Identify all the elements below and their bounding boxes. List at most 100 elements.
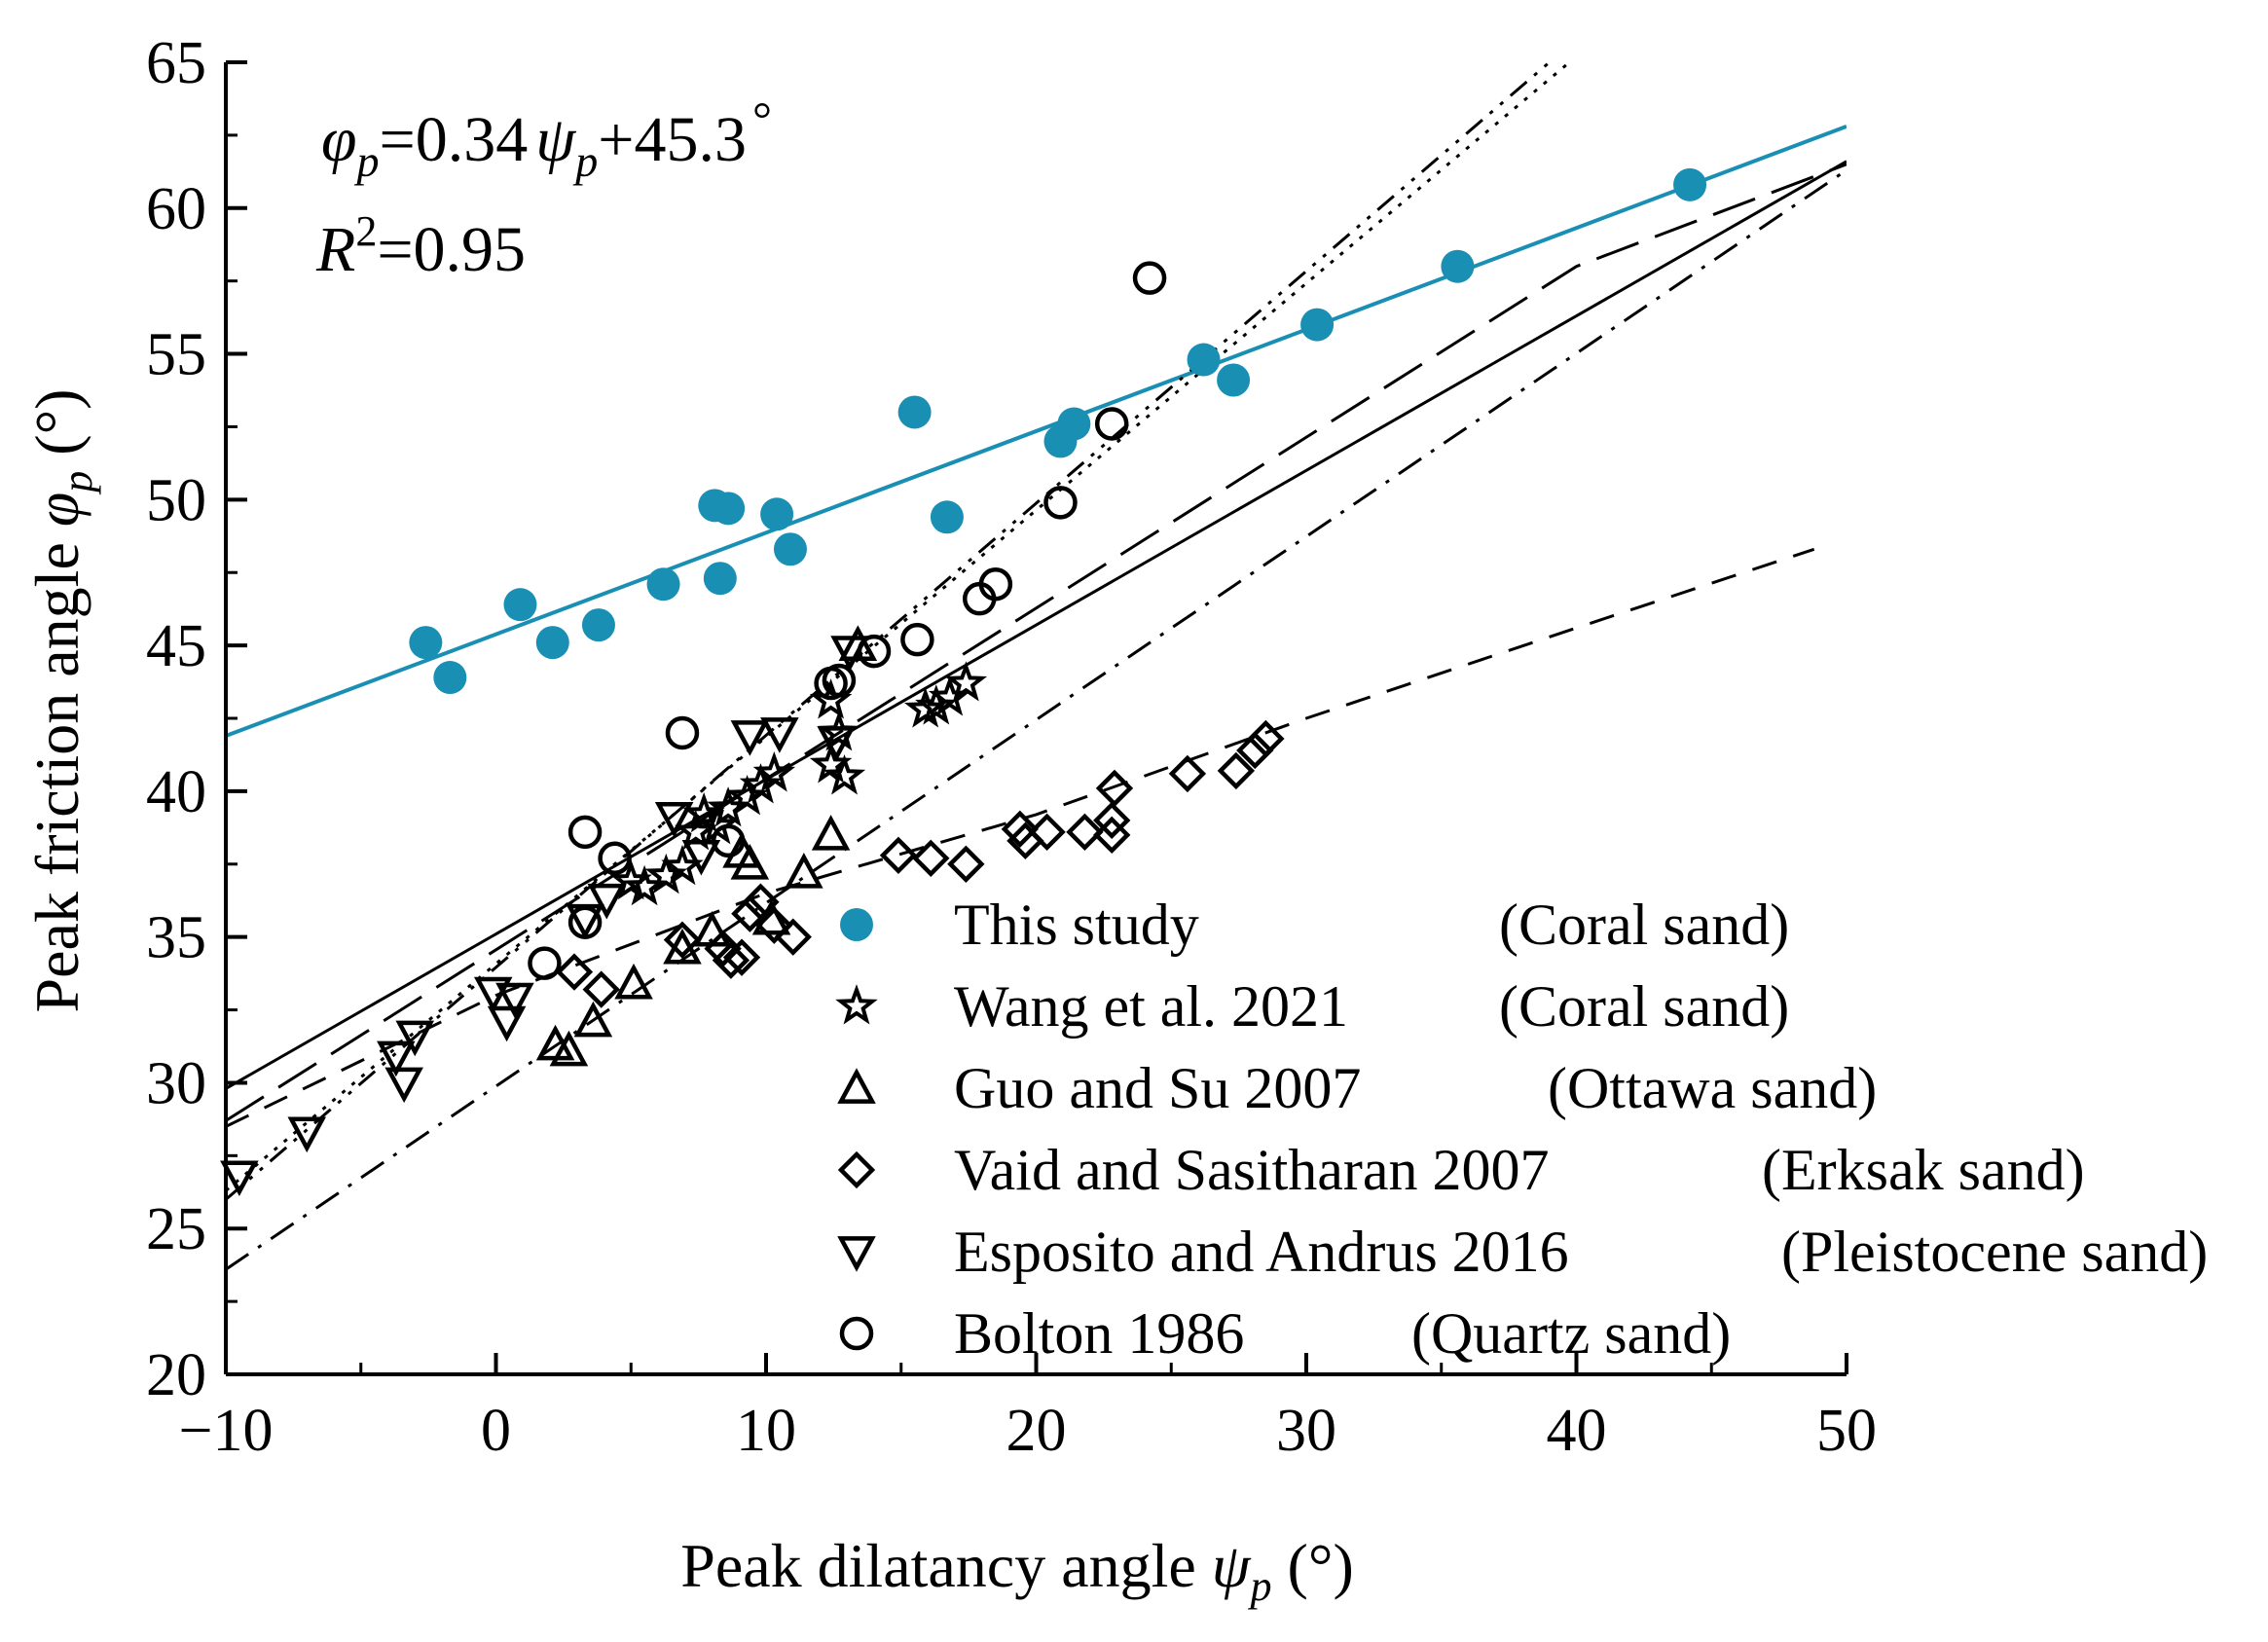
point-this-study bbox=[646, 567, 680, 602]
fit-long-dash bbox=[226, 163, 1847, 1122]
point-vaid-and-sasitharan-2007 bbox=[1093, 801, 1131, 840]
point-esposito-and-andrus-2016 bbox=[730, 720, 770, 756]
point-vaid-and-sasitharan-2007 bbox=[879, 836, 918, 874]
point-bolton-1986 bbox=[665, 715, 700, 750]
point-bolton-1986 bbox=[1132, 261, 1167, 295]
point-guo-and-su-2007 bbox=[811, 815, 851, 851]
y-tick-label: 50 bbox=[146, 467, 206, 533]
point-esposito-and-andrus-2016 bbox=[487, 1005, 527, 1042]
point-this-study bbox=[760, 497, 794, 531]
point-wang-et-al-2021 bbox=[644, 853, 688, 894]
legend-label-wang-et-al-2021: Wang et al. 2021 bbox=[954, 974, 1348, 1039]
legend-marker-bolton-1986 bbox=[839, 1316, 874, 1351]
legend-label-esposito-and-andrus-2016: Esposito and Andrus 2016 bbox=[954, 1220, 1569, 1284]
legend-material-this-study: (Coral sand) bbox=[1499, 893, 1789, 957]
x-axis-title: Peak dilatancy angle ψp (°) bbox=[680, 1531, 1354, 1610]
fit-dotted bbox=[226, 62, 1572, 1192]
point-esposito-and-andrus-2016 bbox=[587, 883, 627, 920]
point-this-study bbox=[1300, 308, 1335, 342]
legend-label-vaid-and-sasitharan-2007: Vaid and Sasitharan 2007 bbox=[954, 1138, 1550, 1202]
point-bolton-1986 bbox=[900, 622, 934, 657]
y-tick-label: 40 bbox=[146, 759, 206, 825]
point-wang-et-al-2021 bbox=[915, 684, 958, 725]
point-this-study bbox=[703, 562, 737, 596]
point-this-study bbox=[1673, 167, 1707, 201]
legend-material-bolton-1986: (Quartz sand) bbox=[1411, 1301, 1731, 1366]
data-markers bbox=[220, 167, 1707, 1197]
point-esposito-and-andrus-2016 bbox=[395, 1020, 435, 1057]
point-guo-and-su-2007 bbox=[573, 1001, 613, 1038]
point-esposito-and-andrus-2016 bbox=[760, 717, 799, 753]
point-this-study bbox=[930, 500, 964, 534]
point-vaid-and-sasitharan-2007 bbox=[555, 953, 594, 991]
point-this-study bbox=[1057, 407, 1091, 441]
legend-material-vaid-and-sasitharan-2007: (Erksak sand) bbox=[1762, 1138, 2085, 1202]
point-wang-et-al-2021 bbox=[944, 661, 988, 702]
fit-lines bbox=[226, 62, 1847, 1271]
point-bolton-1986 bbox=[598, 841, 632, 876]
y-axis-title: Peak friction angle φp (°) bbox=[22, 389, 101, 1013]
point-bolton-1986 bbox=[1043, 486, 1078, 520]
point-this-study bbox=[1217, 363, 1251, 397]
legend-label-this-study: This study bbox=[954, 893, 1199, 957]
x-tick-label: 50 bbox=[1816, 1398, 1877, 1464]
point-bolton-1986 bbox=[857, 634, 892, 669]
point-this-study bbox=[535, 626, 569, 660]
x-tick-label: 20 bbox=[1006, 1398, 1067, 1464]
point-vaid-and-sasitharan-2007 bbox=[1093, 816, 1131, 855]
point-bolton-1986 bbox=[822, 663, 857, 698]
point-vaid-and-sasitharan-2007 bbox=[774, 918, 812, 956]
legend-marker-vaid-and-sasitharan-2007 bbox=[837, 1150, 876, 1189]
point-esposito-and-andrus-2016 bbox=[681, 839, 721, 876]
y-tick-label: 30 bbox=[146, 1050, 206, 1116]
legend-material-esposito-and-andrus-2016: (Pleistocene sand) bbox=[1781, 1220, 2208, 1284]
point-bolton-1986 bbox=[978, 566, 1013, 602]
point-vaid-and-sasitharan-2007 bbox=[742, 883, 780, 921]
x-tick-label: 40 bbox=[1547, 1398, 1607, 1464]
x-tick-label: −10 bbox=[179, 1398, 274, 1464]
point-vaid-and-sasitharan-2007 bbox=[1236, 731, 1274, 770]
point-guo-and-su-2007 bbox=[838, 625, 878, 661]
point-guo-and-su-2007 bbox=[614, 963, 653, 1000]
point-vaid-and-sasitharan-2007 bbox=[663, 921, 702, 959]
axes: −10 0 10 20 30 40 50 20 25 30 35 40 45 50 55 60 65 bbox=[146, 30, 1877, 1464]
legend-marker-guo-and-su-2007 bbox=[837, 1068, 876, 1104]
r-squared: R2=0.95 bbox=[315, 207, 526, 285]
x-tick-label: 30 bbox=[1276, 1398, 1336, 1464]
point-this-study bbox=[1187, 343, 1221, 377]
point-vaid-and-sasitharan-2007 bbox=[582, 970, 620, 1008]
point-vaid-and-sasitharan-2007 bbox=[1095, 769, 1134, 808]
y-tick-label: 55 bbox=[146, 322, 206, 388]
point-wang-et-al-2021 bbox=[752, 750, 796, 792]
fit-equation: φp=0.34 ψp+45.3 ° bbox=[321, 91, 772, 186]
y-tick-label: 65 bbox=[146, 30, 206, 96]
point-bolton-1986 bbox=[711, 823, 746, 858]
point-vaid-and-sasitharan-2007 bbox=[722, 938, 761, 976]
point-bolton-1986 bbox=[1094, 407, 1129, 441]
point-this-study bbox=[773, 532, 807, 566]
point-esposito-and-andrus-2016 bbox=[473, 976, 513, 1013]
point-wang-et-al-2021 bbox=[823, 754, 866, 795]
point-esposito-and-andrus-2016 bbox=[654, 801, 694, 838]
point-this-study bbox=[1441, 249, 1475, 283]
y-tick-label: 20 bbox=[146, 1342, 206, 1408]
y-tick-label: 35 bbox=[146, 905, 206, 971]
point-esposito-and-andrus-2016 bbox=[817, 726, 856, 762]
point-esposito-and-andrus-2016 bbox=[377, 1040, 416, 1077]
y-tick-label: 60 bbox=[146, 176, 206, 242]
legend-marker-this-study bbox=[840, 908, 873, 941]
point-guo-and-su-2007 bbox=[549, 1030, 589, 1067]
y-tick-label: 45 bbox=[146, 613, 206, 679]
point-wang-et-al-2021 bbox=[904, 687, 947, 728]
point-vaid-and-sasitharan-2007 bbox=[1028, 813, 1066, 852]
point-this-study bbox=[433, 661, 467, 695]
point-vaid-and-sasitharan-2007 bbox=[1217, 751, 1256, 790]
point-vaid-and-sasitharan-2007 bbox=[1247, 719, 1285, 758]
point-esposito-and-andrus-2016 bbox=[495, 982, 534, 1019]
fit-solid bbox=[226, 160, 1847, 1090]
point-vaid-and-sasitharan-2007 bbox=[1168, 754, 1207, 793]
x-tick-label: 0 bbox=[481, 1398, 511, 1464]
legend: This study (Coral sand) Wang et al. 2021 (C… bbox=[835, 893, 2208, 1366]
point-bolton-1986 bbox=[567, 905, 603, 939]
